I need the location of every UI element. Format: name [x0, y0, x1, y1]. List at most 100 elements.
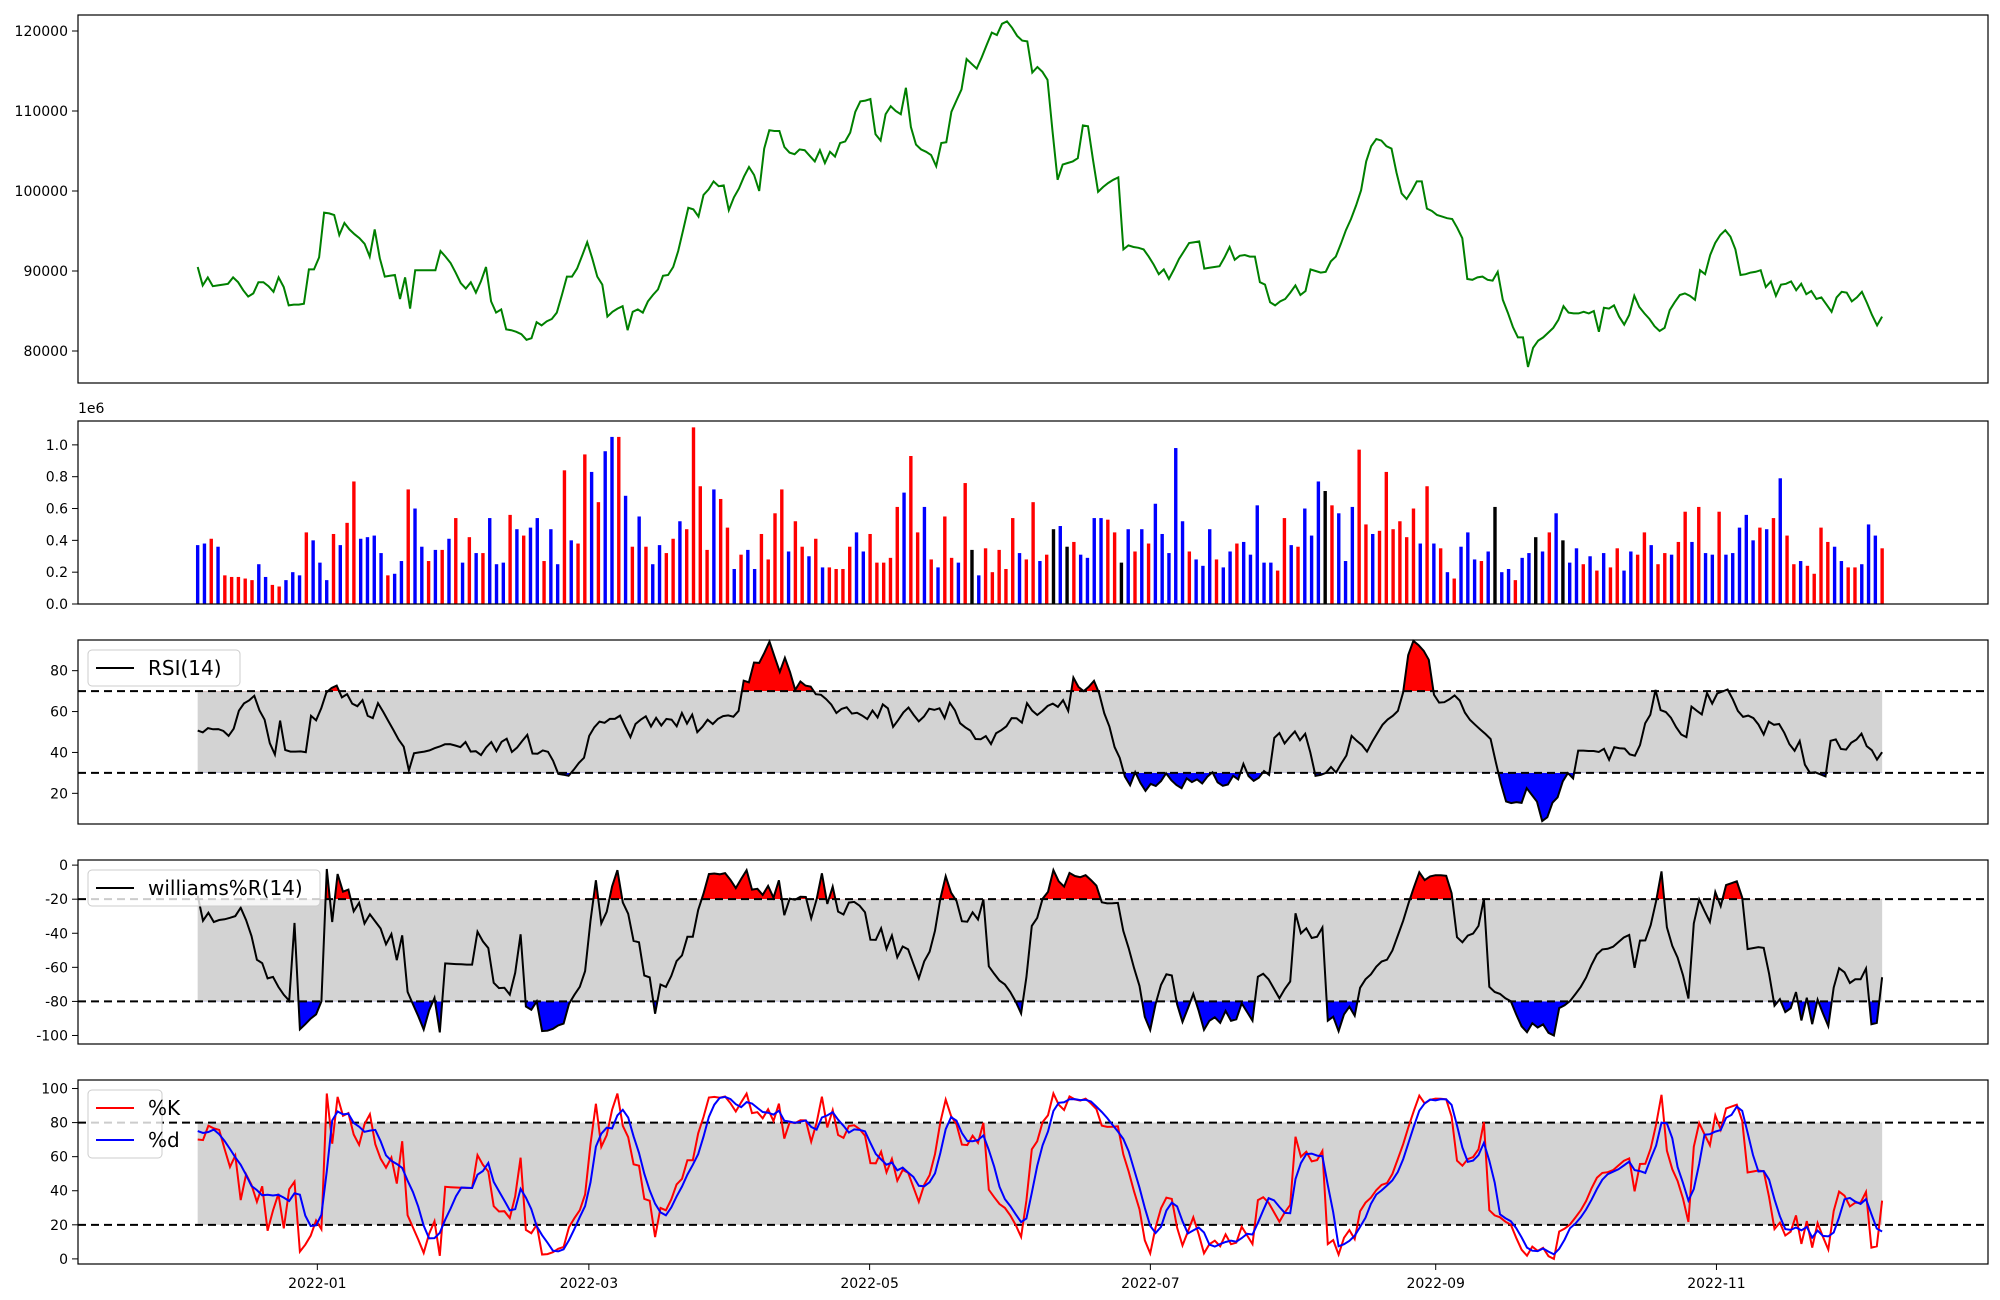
volume-bar [664, 553, 669, 604]
volume-bar [623, 495, 628, 604]
volume-bar [1703, 553, 1708, 604]
volume-bar [949, 557, 954, 604]
volume-bar [922, 506, 927, 604]
x-tick-label: 2022-03 [560, 1276, 619, 1292]
volume-bar [854, 532, 859, 604]
volume-bar [1241, 541, 1246, 604]
volume-bar [875, 562, 879, 604]
volume-bar [1452, 578, 1456, 604]
rsi-frame [77, 639, 1989, 825]
volume-bar [970, 549, 974, 604]
volume-bar [1534, 537, 1538, 604]
volume-bar [1853, 567, 1857, 604]
volume-bar [1683, 511, 1687, 604]
volume-bar [1214, 559, 1219, 604]
volume-bar [345, 522, 349, 604]
volume-bar [1656, 564, 1660, 604]
rsi-ytick-label: 60 [50, 705, 68, 721]
volume-bar [990, 572, 995, 604]
volume-bar [1228, 551, 1232, 604]
price-ytick-label: 90000 [23, 264, 68, 280]
volume-bar [454, 518, 458, 604]
volume-bar [888, 557, 893, 604]
volume-bar [1112, 532, 1117, 604]
volume-bar [1731, 553, 1735, 604]
volume-bar [277, 586, 281, 604]
volume-bar [426, 561, 431, 604]
volume-bar [943, 516, 947, 604]
volume-ytick-label: 0.4 [46, 533, 68, 549]
price-ytick-label: 110000 [15, 104, 68, 120]
volume-bar [651, 564, 655, 604]
price-ytick-label: 120000 [15, 24, 68, 40]
rsi-legend-label: RSI(14) [148, 656, 222, 680]
volume-bar [902, 492, 906, 604]
stochastic-line-0 [197, 1090, 1884, 1261]
rsi-ytick-label: 40 [50, 745, 68, 761]
volume-bar [358, 538, 363, 604]
volume-bar [827, 567, 832, 604]
williams-band [197, 899, 1883, 1002]
volume-ytick-label: 0.0 [46, 597, 68, 613]
volume-bar [325, 580, 329, 604]
volume-bar [1133, 551, 1137, 604]
volume-bar [1860, 564, 1864, 604]
volume-bar [1167, 553, 1171, 604]
volume-bar [576, 543, 580, 604]
volume-bar [1377, 530, 1382, 604]
volume-bar [915, 532, 920, 604]
volume-bar [481, 553, 485, 604]
volume-bar [1697, 506, 1701, 604]
volume-bar [1445, 572, 1450, 604]
volume-bar [1289, 545, 1293, 604]
volume-bar [365, 537, 370, 604]
volume-bar [1642, 532, 1647, 604]
volume-bar [1153, 503, 1158, 604]
volume-bar [841, 568, 845, 604]
volume-bar [1303, 508, 1307, 604]
volume-bar [1187, 551, 1192, 604]
volume-bar [270, 584, 275, 604]
volume-bar [1384, 471, 1389, 604]
stochastic-legend-label: %K [148, 1096, 181, 1120]
volume-bar [1819, 527, 1823, 604]
volume-bar [786, 551, 791, 604]
williams-oversold-fill [197, 1001, 1883, 1036]
williams-frame [77, 859, 1989, 1045]
volume-bar [1262, 562, 1266, 604]
volume-bar [311, 540, 315, 604]
volume-bar [304, 532, 309, 604]
stochastic-line-1 [197, 1095, 1883, 1256]
volume-bar [399, 561, 404, 604]
volume-bar [447, 538, 451, 604]
volume-bar [1269, 562, 1273, 604]
volume-bar [725, 527, 730, 604]
x-tick-label: 2022-09 [1406, 1276, 1465, 1292]
volume-bar [1459, 546, 1463, 604]
volume-bar [542, 561, 546, 604]
williams-ytick-label: 0 [59, 858, 68, 874]
volume-bar [379, 553, 383, 604]
volume-bar [848, 546, 852, 604]
volume-bar [589, 471, 594, 604]
volume-bar [868, 533, 872, 604]
volume-bar [1024, 559, 1029, 604]
volume-bar [820, 567, 825, 604]
williams-ytick-label: -20 [45, 892, 68, 908]
volume-bar [630, 546, 635, 604]
volume-bar [793, 521, 798, 604]
volume-bar [1744, 514, 1748, 604]
volume-ytick-label: 0.6 [46, 502, 68, 518]
volume-bar [488, 518, 492, 604]
volume-bar [1751, 540, 1755, 604]
price-frame [77, 14, 1989, 384]
volume-bar [440, 549, 444, 604]
volume-bar [216, 546, 220, 604]
volume-bar [603, 451, 607, 604]
volume-bar [1398, 521, 1402, 604]
williams-ytick-label: -60 [45, 960, 68, 976]
volume-bar [549, 529, 553, 604]
volume-bar [297, 575, 302, 604]
volume-bar [1832, 546, 1837, 604]
